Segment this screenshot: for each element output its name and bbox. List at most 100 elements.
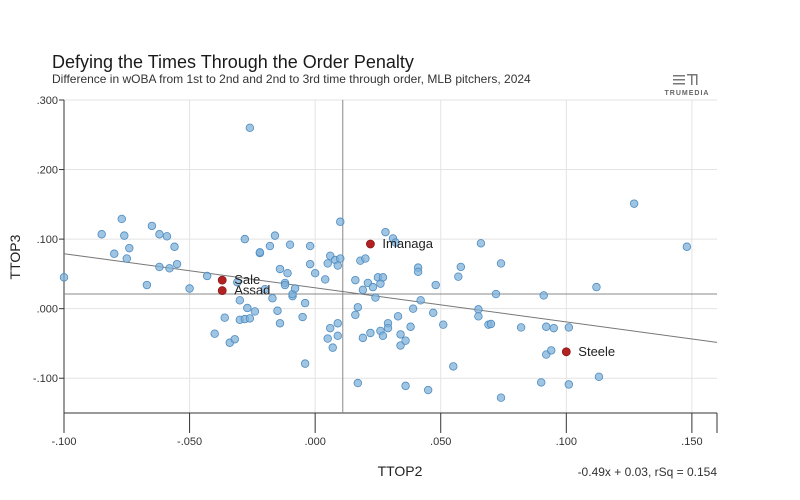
data-point — [280, 280, 290, 290]
data-point — [496, 393, 506, 402]
data-point — [275, 264, 285, 274]
regression-equation: -0.49x + 0.03, rSq = 0.154 — [578, 465, 718, 479]
x-axis-title: TTOP2 — [378, 463, 423, 479]
x-tick-label: -.100 — [51, 436, 76, 448]
data-point — [361, 254, 370, 263]
x-tick-label: .000 — [304, 436, 325, 448]
data-point — [491, 289, 501, 299]
data-point — [185, 284, 194, 293]
data-point — [368, 282, 378, 292]
data-point — [474, 312, 483, 321]
data-point — [406, 322, 415, 331]
highlight-point — [366, 239, 375, 249]
data-point — [396, 341, 405, 350]
data-point — [245, 123, 255, 133]
data-point — [539, 291, 548, 300]
data-point — [300, 298, 310, 308]
data-point — [250, 307, 260, 316]
data-point — [358, 285, 368, 295]
highlight-point — [561, 347, 571, 357]
y-tick-label: -.100 — [33, 373, 58, 385]
data-point — [172, 259, 182, 269]
data-point — [117, 214, 126, 224]
data-point — [290, 284, 300, 293]
data-point — [358, 333, 368, 343]
data-point — [549, 323, 558, 333]
data-point — [110, 249, 119, 258]
data-point — [564, 380, 574, 389]
data-point — [240, 234, 250, 244]
data-point — [564, 323, 574, 332]
data-point — [336, 254, 345, 263]
data-point — [285, 240, 295, 249]
data-point — [423, 385, 433, 395]
y-axis-title: TTOP3 — [7, 234, 23, 279]
data-point — [496, 259, 506, 268]
y-tick-label: .300 — [37, 95, 58, 107]
x-tick-label: .150 — [681, 436, 702, 448]
data-point — [383, 323, 393, 333]
data-point — [147, 221, 157, 231]
data-point — [431, 280, 440, 290]
data-point — [97, 230, 106, 239]
y-tick-label: .000 — [37, 304, 58, 316]
data-point — [486, 319, 496, 329]
data-point — [391, 238, 400, 247]
data-point — [336, 217, 345, 226]
data-point — [268, 294, 277, 303]
data-point — [439, 320, 448, 329]
highlight-label: Assad — [234, 283, 270, 298]
data-point — [305, 259, 315, 269]
data-point — [273, 306, 282, 315]
data-point — [476, 239, 486, 248]
data-point — [165, 264, 174, 273]
data-point — [155, 230, 164, 239]
data-point — [547, 346, 556, 355]
data-point — [265, 241, 275, 251]
data-point — [428, 308, 438, 318]
highlight-point — [217, 275, 227, 285]
data-point — [393, 312, 403, 321]
data-point — [629, 199, 639, 208]
data-point — [235, 296, 245, 305]
data-point — [120, 231, 129, 240]
highlight-point — [217, 286, 227, 295]
data-point — [516, 323, 526, 332]
data-point — [300, 359, 310, 368]
chart-title: Defying the Times Through the Order Pena… — [52, 52, 414, 72]
data-point — [381, 227, 390, 237]
data-point — [245, 314, 255, 323]
data-point — [353, 303, 363, 312]
data-point — [298, 312, 307, 322]
x-tick-label: .050 — [430, 436, 451, 448]
trumedia-logo: TRUMEDIA — [658, 72, 716, 97]
data-point — [536, 378, 546, 387]
data-point — [396, 330, 405, 339]
data-point — [326, 323, 335, 333]
data-point — [333, 261, 342, 270]
data-point — [353, 378, 363, 388]
data-point — [155, 262, 164, 272]
data-point — [210, 329, 219, 338]
highlight-label: Sale — [234, 272, 260, 287]
data-point — [351, 275, 360, 285]
data-point — [202, 271, 212, 281]
data-point — [233, 278, 242, 287]
data-point — [255, 248, 265, 257]
data-point — [378, 331, 388, 340]
data-point — [351, 310, 360, 320]
data-point — [474, 305, 483, 314]
data-point — [260, 284, 270, 294]
logo-mark-icon — [673, 74, 698, 85]
data-point — [401, 381, 410, 391]
data-point — [162, 232, 172, 241]
data-point — [305, 241, 315, 251]
x-tick-label: .100 — [556, 436, 577, 448]
data-point — [378, 273, 388, 282]
x-tick-label: -.050 — [177, 436, 202, 448]
data-point — [328, 343, 337, 352]
chart-subtitle: Difference in wOBA from 1st to 2nd and 2… — [52, 72, 531, 86]
data-point — [682, 242, 692, 251]
